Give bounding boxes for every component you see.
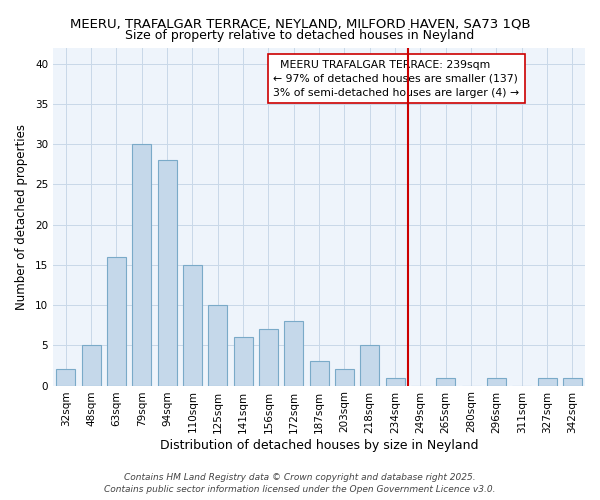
Bar: [107, 257, 126, 386]
Text: Size of property relative to detached houses in Neyland: Size of property relative to detached ho…: [125, 29, 475, 42]
Bar: [360, 346, 379, 386]
Bar: [56, 370, 75, 386]
Text: MEERU TRAFALGAR TERRACE: 239sqm
← 97% of detached houses are smaller (137)
3% of: MEERU TRAFALGAR TERRACE: 239sqm ← 97% of…: [274, 60, 520, 98]
Bar: [82, 346, 101, 386]
Bar: [487, 378, 506, 386]
Bar: [132, 144, 151, 386]
Bar: [208, 305, 227, 386]
Bar: [386, 378, 404, 386]
Text: Contains HM Land Registry data © Crown copyright and database right 2025.
Contai: Contains HM Land Registry data © Crown c…: [104, 472, 496, 494]
Bar: [436, 378, 455, 386]
Bar: [310, 362, 329, 386]
Y-axis label: Number of detached properties: Number of detached properties: [15, 124, 28, 310]
Bar: [563, 378, 582, 386]
Bar: [183, 265, 202, 386]
X-axis label: Distribution of detached houses by size in Neyland: Distribution of detached houses by size …: [160, 440, 478, 452]
Bar: [335, 370, 354, 386]
Text: MEERU, TRAFALGAR TERRACE, NEYLAND, MILFORD HAVEN, SA73 1QB: MEERU, TRAFALGAR TERRACE, NEYLAND, MILFO…: [70, 18, 530, 30]
Bar: [233, 338, 253, 386]
Bar: [284, 321, 303, 386]
Bar: [259, 329, 278, 386]
Bar: [538, 378, 557, 386]
Bar: [158, 160, 176, 386]
